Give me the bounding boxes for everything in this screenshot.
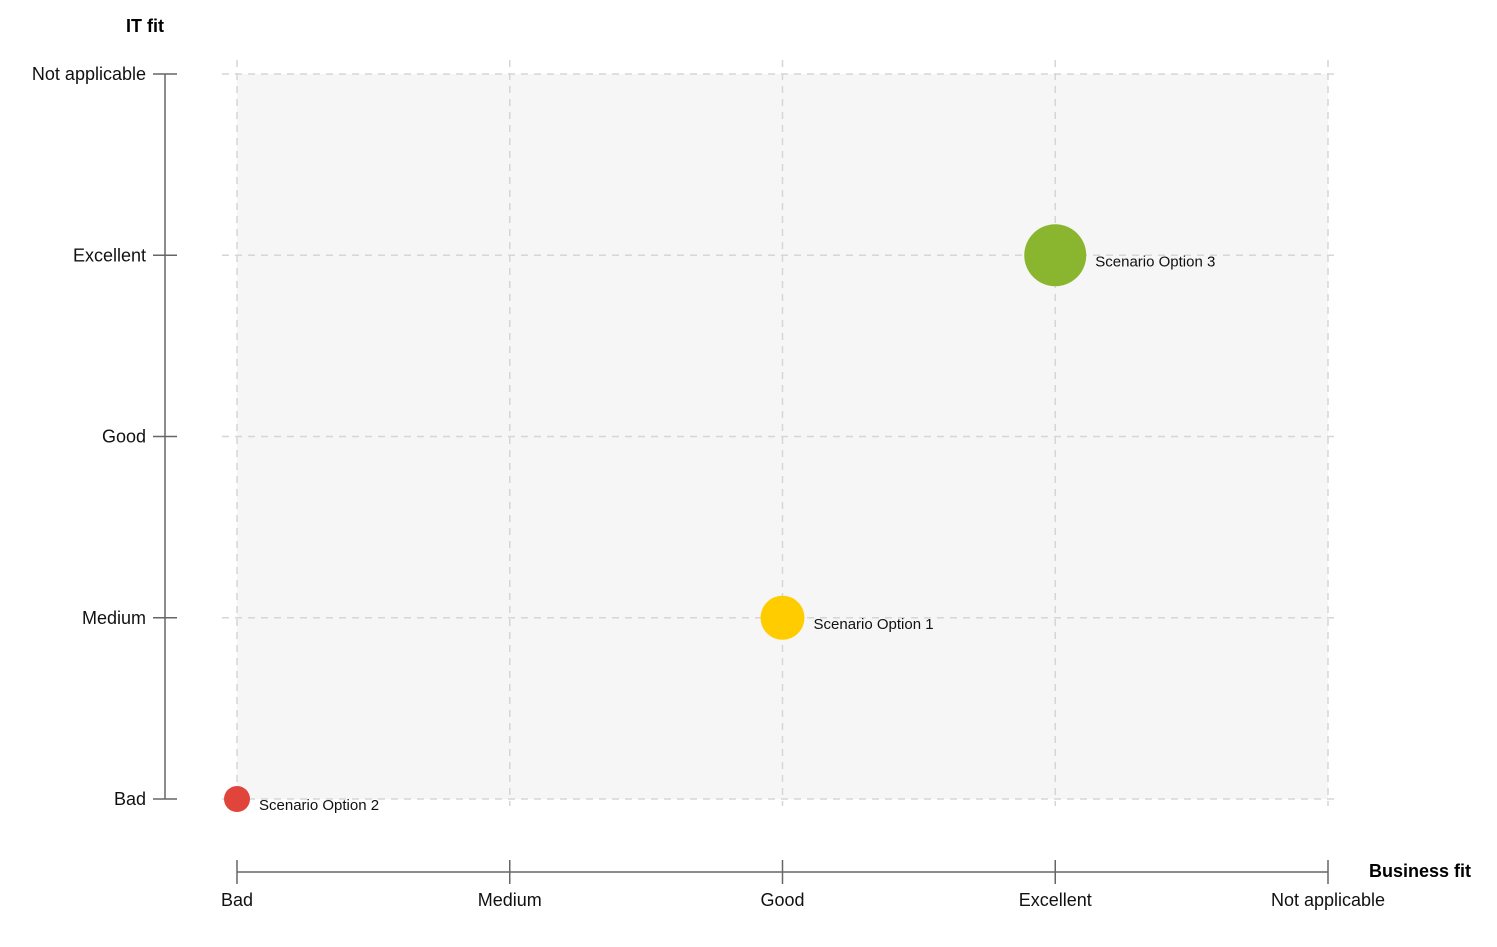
y-tick-label: Medium — [82, 608, 146, 628]
x-tick-label: Good — [760, 890, 804, 910]
data-point-bubble[interactable] — [224, 786, 250, 812]
data-point-label: Scenario Option 3 — [1095, 253, 1215, 270]
x-tick-label: Excellent — [1019, 890, 1092, 910]
x-axis-title: Business fit — [1369, 861, 1471, 881]
grid-lines — [222, 60, 1334, 806]
x-tick-label: Not applicable — [1271, 890, 1385, 910]
axes: Bad Medium Good Excellent Not applicable Bad M… — [32, 64, 1385, 910]
y-tick-label: Excellent — [73, 245, 146, 265]
y-tick-label: Bad — [114, 789, 146, 809]
data-points: Scenario Option 1 Scenario Option 2 Scenar… — [224, 224, 1215, 814]
data-point-label: Scenario Option 2 — [259, 797, 379, 814]
y-tick-label: Good — [102, 427, 146, 447]
x-tick-label: Bad — [221, 890, 253, 910]
x-tick-label: Medium — [478, 890, 542, 910]
data-point-bubble[interactable] — [760, 595, 805, 640]
y-axis-title: IT fit — [126, 16, 164, 36]
y-tick-label: Not applicable — [32, 64, 146, 84]
data-point-label: Scenario Option 1 — [814, 616, 934, 633]
data-point-bubble[interactable] — [1024, 224, 1087, 287]
